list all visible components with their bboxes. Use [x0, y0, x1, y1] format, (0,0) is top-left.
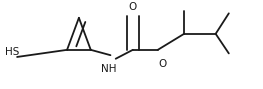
- Text: O: O: [158, 59, 167, 69]
- Text: O: O: [129, 2, 137, 12]
- Text: NH: NH: [102, 64, 117, 74]
- Text: HS: HS: [5, 47, 19, 57]
